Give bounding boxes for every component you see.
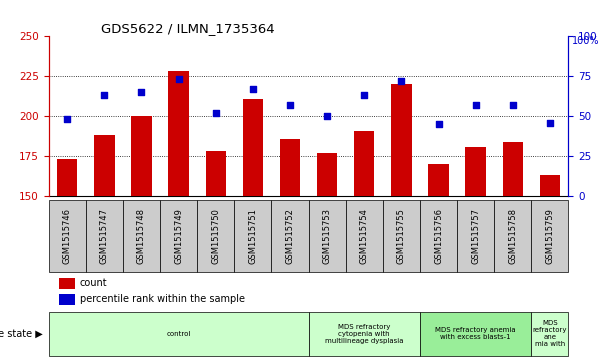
Text: control: control <box>167 331 191 337</box>
Bar <box>59 294 75 305</box>
Text: GSM1515748: GSM1515748 <box>137 208 146 264</box>
Bar <box>317 153 337 196</box>
Point <box>434 121 443 127</box>
Bar <box>420 312 531 356</box>
Bar <box>160 200 197 272</box>
Text: GSM1515751: GSM1515751 <box>248 208 257 264</box>
Bar <box>308 200 346 272</box>
Bar <box>391 84 412 196</box>
Text: GSM1515752: GSM1515752 <box>286 208 294 264</box>
Bar <box>354 131 375 196</box>
Point <box>248 86 258 92</box>
Bar <box>123 200 160 272</box>
Bar <box>503 142 523 196</box>
Text: GSM1515750: GSM1515750 <box>211 208 220 264</box>
Bar <box>457 200 494 272</box>
Text: disease state ▶: disease state ▶ <box>0 329 43 339</box>
Text: GSM1515757: GSM1515757 <box>471 208 480 264</box>
Bar <box>49 312 308 356</box>
Bar <box>494 200 531 272</box>
Bar <box>346 200 383 272</box>
Bar <box>131 116 151 196</box>
Bar <box>86 200 123 272</box>
Text: MDS
refractory
ane
mia with: MDS refractory ane mia with <box>533 321 567 347</box>
Bar <box>168 72 189 196</box>
Point <box>359 93 369 98</box>
Bar <box>540 175 560 196</box>
Bar <box>271 200 308 272</box>
Text: GDS5622 / ILMN_1735364: GDS5622 / ILMN_1735364 <box>101 22 274 35</box>
Text: GSM1515754: GSM1515754 <box>360 208 369 264</box>
Bar <box>466 147 486 196</box>
Text: GSM1515746: GSM1515746 <box>63 208 72 264</box>
Bar <box>383 200 420 272</box>
Point <box>396 78 406 84</box>
Point <box>508 102 517 108</box>
Text: GSM1515759: GSM1515759 <box>545 208 554 264</box>
Text: GSM1515747: GSM1515747 <box>100 208 109 264</box>
Bar <box>280 139 300 196</box>
Bar <box>94 135 114 196</box>
Bar <box>234 200 271 272</box>
Text: GSM1515749: GSM1515749 <box>174 208 183 264</box>
Point <box>322 113 332 119</box>
Text: MDS refractory
cytopenia with
multilineage dysplasia: MDS refractory cytopenia with multilinea… <box>325 324 404 344</box>
Bar <box>57 159 77 196</box>
Text: MDS refractory anemia
with excess blasts-1: MDS refractory anemia with excess blasts… <box>435 327 516 340</box>
Bar <box>428 164 449 196</box>
Bar <box>531 200 568 272</box>
Text: GSM1515755: GSM1515755 <box>397 208 406 264</box>
Bar <box>420 200 457 272</box>
Text: GSM1515753: GSM1515753 <box>323 208 331 264</box>
Point <box>285 102 295 108</box>
Text: count: count <box>80 278 108 288</box>
Bar <box>531 312 568 356</box>
Text: percentile rank within the sample: percentile rank within the sample <box>80 294 245 305</box>
Bar <box>49 200 86 272</box>
Point <box>471 102 480 108</box>
Bar <box>197 200 234 272</box>
Point <box>100 93 109 98</box>
Bar <box>206 151 226 196</box>
Bar <box>243 99 263 196</box>
Text: 100%: 100% <box>572 36 599 46</box>
Text: GSM1515756: GSM1515756 <box>434 208 443 264</box>
Bar <box>59 278 75 289</box>
Point <box>545 120 554 126</box>
Point <box>137 89 147 95</box>
Point <box>211 110 221 116</box>
Point <box>63 117 72 122</box>
Text: GSM1515758: GSM1515758 <box>508 208 517 264</box>
Point <box>174 77 184 82</box>
Bar <box>308 312 420 356</box>
